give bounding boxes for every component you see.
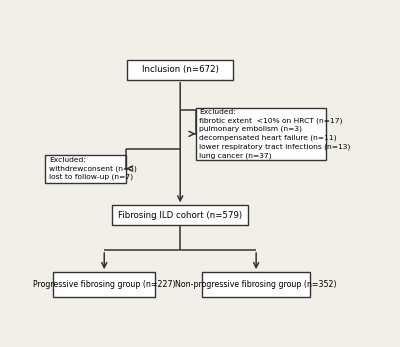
Text: Excluded:
withdrewconsent (n=5)
lost to follow-up (n=7): Excluded: withdrewconsent (n=5) lost to … [49, 157, 137, 180]
Text: Inclusion (n=672): Inclusion (n=672) [142, 65, 219, 74]
FancyBboxPatch shape [196, 108, 326, 160]
FancyBboxPatch shape [112, 205, 248, 225]
Text: Progressive fibrosing group (n=227): Progressive fibrosing group (n=227) [33, 280, 176, 289]
Text: Non-progressive fibrosing group (n=352): Non-progressive fibrosing group (n=352) [175, 280, 337, 289]
FancyBboxPatch shape [45, 154, 126, 183]
Text: Fibrosing ILD cohort (n=579): Fibrosing ILD cohort (n=579) [118, 211, 242, 220]
Text: Excluded:
fibrotic extent  <10% on HRCT (n=17)
pulmonary embolism (n=3)
decompen: Excluded: fibrotic extent <10% on HRCT (… [200, 109, 351, 159]
FancyBboxPatch shape [128, 60, 233, 80]
FancyBboxPatch shape [202, 272, 310, 297]
FancyBboxPatch shape [53, 272, 155, 297]
